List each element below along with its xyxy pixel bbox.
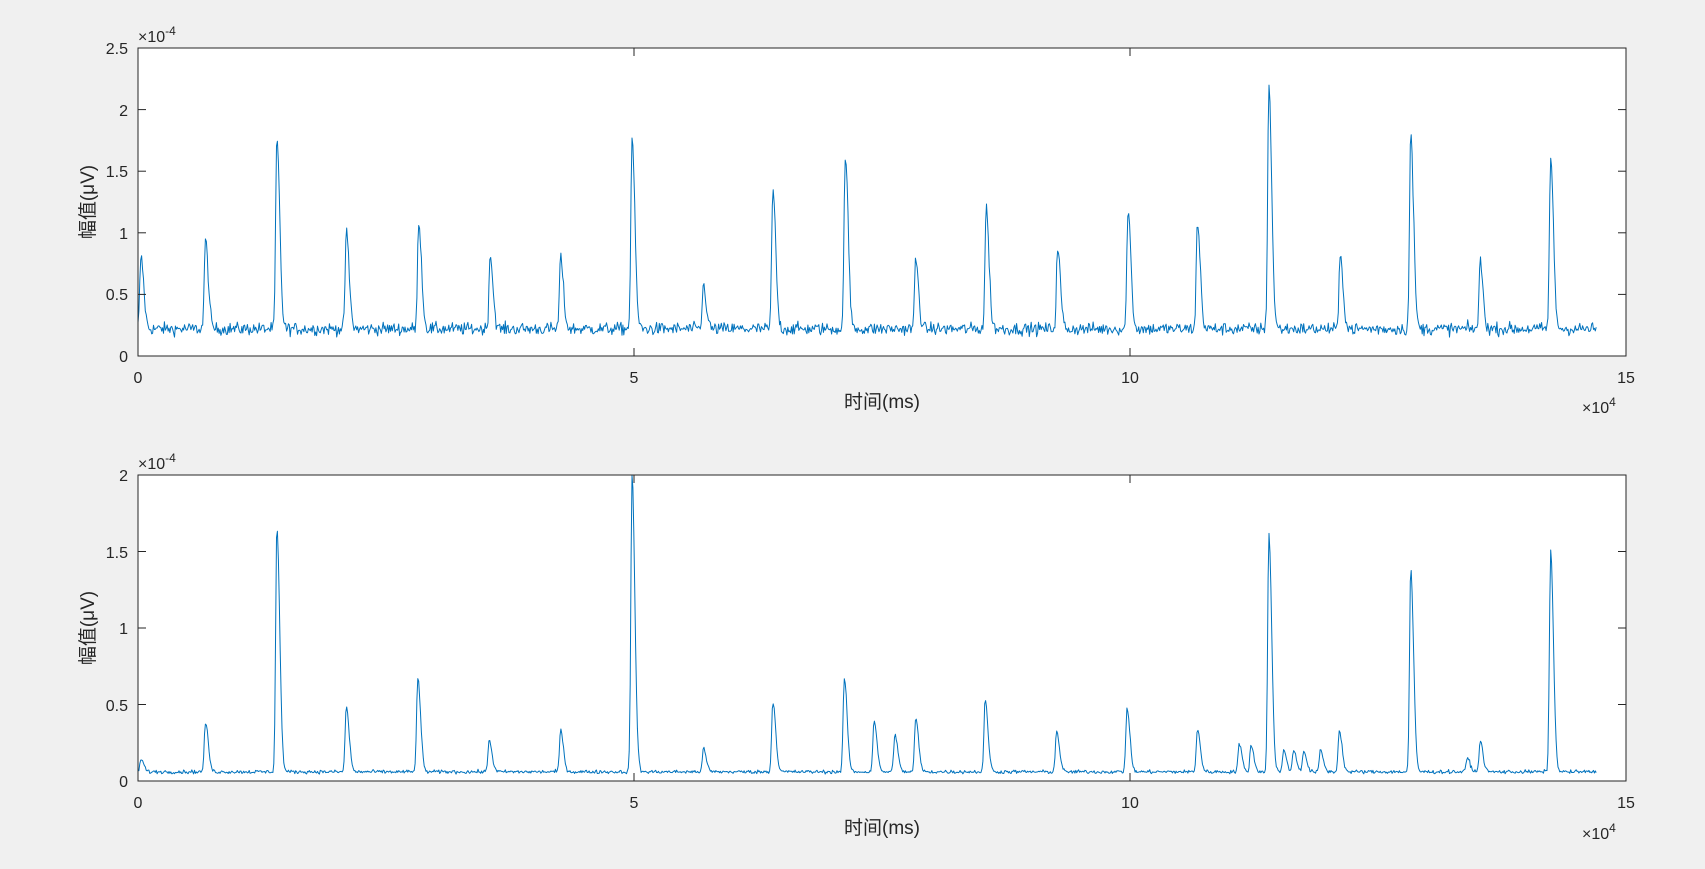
y-multiplier: ×10-4 [138, 24, 176, 46]
y-tick-label: 0.5 [106, 287, 128, 304]
y-multiplier: ×10-4 [138, 451, 176, 473]
axes-bottom: 0 0.5 1 1.5 2 0 5 10 15 ×10-4 ×104 时间(ms… [77, 451, 1635, 843]
x-axis-label: 时间(ms) [844, 817, 920, 839]
x-multiplier: ×104 [1582, 395, 1616, 417]
y-tick-label: 1 [119, 621, 128, 638]
plot-area [138, 475, 1626, 781]
tick-marks [137, 474, 1627, 782]
y-tick-label: 1.5 [106, 164, 128, 181]
axes-box [137, 47, 1627, 357]
y-tick-label: 1 [119, 226, 128, 243]
y-tick-label: 0 [119, 349, 128, 366]
plot-area [138, 48, 1626, 356]
y-tick-label: 2.5 [106, 41, 128, 58]
signal-line [137, 475, 1597, 775]
signal-line [137, 84, 1597, 338]
y-tick-label: 0.5 [106, 698, 128, 715]
x-axis-label: 时间(ms) [844, 391, 920, 413]
x-multiplier: ×104 [1582, 821, 1616, 843]
tick-marks [137, 47, 1627, 357]
x-tick-label: 10 [1121, 370, 1139, 387]
y-tick-label: 2 [119, 468, 128, 485]
x-tick-label: 5 [630, 370, 639, 387]
x-tick-label: 15 [1617, 795, 1635, 812]
y-tick-label: 1.5 [106, 545, 128, 562]
x-tick-label: 10 [1121, 795, 1139, 812]
x-tick-label: 0 [134, 795, 143, 812]
y-tick-label: 0 [119, 774, 128, 791]
y-axis-label: 幅值(μV) [77, 591, 99, 665]
x-tick-label: 5 [630, 795, 639, 812]
y-tick-label: 2 [119, 103, 128, 120]
x-tick-label: 0 [134, 370, 143, 387]
y-axis-label: 幅值(μV) [77, 165, 99, 239]
axes-top: 0 0.5 1 1.5 2 2.5 0 5 10 15 ×10-4 ×104 时… [77, 24, 1635, 417]
x-tick-label: 15 [1617, 370, 1635, 387]
